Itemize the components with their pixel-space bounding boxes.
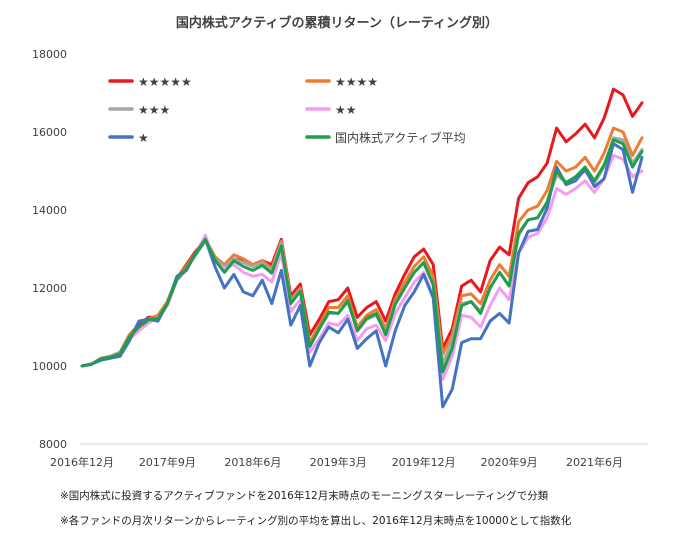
legend-label-4: ★★ bbox=[335, 103, 357, 117]
x-tick-label: 2016年12月 bbox=[50, 455, 114, 469]
y-tick-label: 12000 bbox=[32, 282, 67, 295]
series-line-2 bbox=[80, 126, 644, 368]
series-line-4 bbox=[80, 153, 644, 382]
x-tick-label: 2019年12月 bbox=[392, 455, 456, 469]
legend-label-2: ★★★★ bbox=[335, 75, 378, 89]
y-tick-label: 10000 bbox=[32, 360, 67, 373]
x-tick-label: 2020年9月 bbox=[481, 455, 538, 469]
y-tick-label: 14000 bbox=[32, 204, 67, 217]
y-tick-label: 16000 bbox=[32, 126, 67, 139]
footnote-method: ※各ファンドの月次リターンからレーティング別の平均を算出し、2016年12月末時… bbox=[60, 515, 572, 527]
x-tick-label: 2019年3月 bbox=[310, 455, 367, 469]
series-lines bbox=[80, 87, 644, 409]
footnote-classification: ※国内株式に投資するアクティブファンドを2016年12月末時点のモーニングスター… bbox=[60, 490, 549, 502]
series-line-6 bbox=[80, 138, 644, 374]
legend-label-6: 国内株式アクティブ平均 bbox=[335, 130, 466, 145]
legend-label-5: ★ bbox=[138, 131, 149, 145]
x-tick-label: 2018年6月 bbox=[224, 455, 281, 469]
y-tick-label: 18000 bbox=[32, 48, 67, 61]
y-axis: 8000 10000 12000 14000 16000 18000 bbox=[32, 48, 67, 451]
x-axis: 2016年12月 2017年9月 2018年6月 2019年3月 2019年12月 202… bbox=[50, 443, 648, 469]
chart-title: 国内株式アクティブの累積リターン（レーティング別） bbox=[176, 15, 498, 31]
legend-label-3: ★★★ bbox=[138, 103, 170, 117]
y-tick-label: 8000 bbox=[39, 438, 67, 451]
x-tick-label: 2021年6月 bbox=[566, 455, 623, 469]
x-tick-label: 2017年9月 bbox=[139, 455, 196, 469]
legend: ★★★★★ ★★★★★★★ ★★★ 国内株式アクティブ平均 bbox=[108, 75, 466, 145]
series-line-5 bbox=[80, 142, 644, 409]
legend-label-1: ★★★★★ bbox=[138, 75, 192, 89]
